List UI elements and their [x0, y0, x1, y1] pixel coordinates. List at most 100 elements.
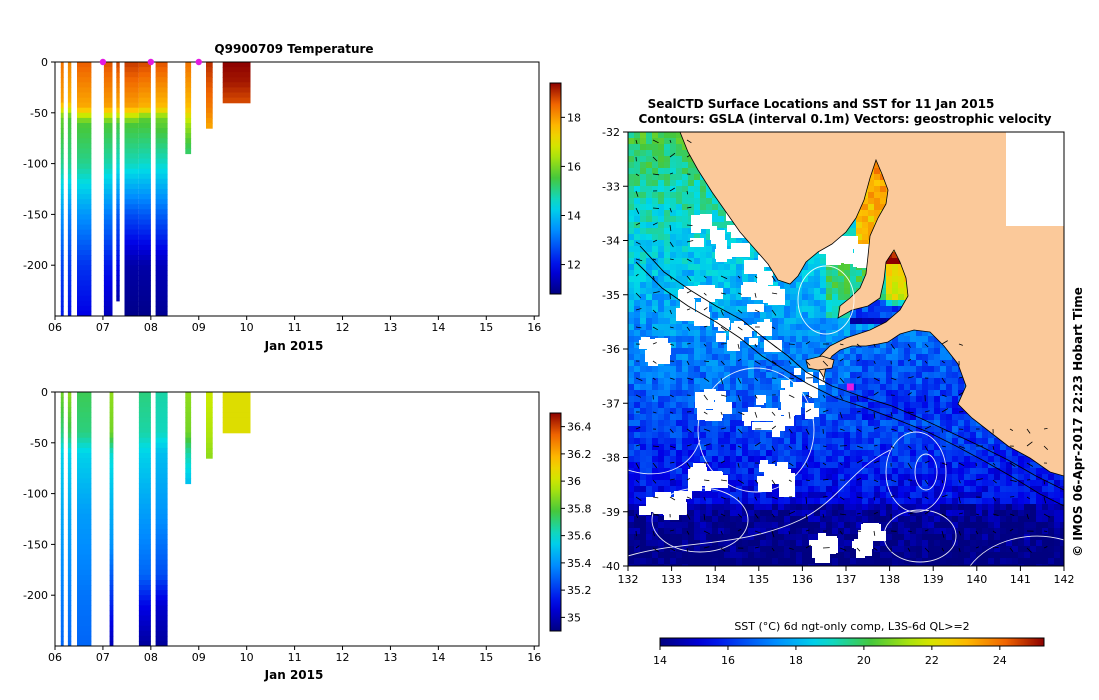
sst-cell	[688, 162, 694, 168]
sst-cell	[868, 204, 874, 210]
sst-cell	[940, 414, 946, 420]
sst-cell	[658, 264, 664, 270]
sst-cell	[958, 516, 964, 522]
profile-cell	[67, 128, 72, 134]
sst-cell	[880, 450, 886, 456]
sst-cell	[934, 372, 940, 378]
sst-cell	[892, 270, 898, 276]
sst-cell	[946, 414, 952, 420]
profile-column	[77, 392, 92, 646]
sst-cell	[814, 564, 820, 566]
sst-cell	[898, 414, 904, 420]
sst-cell	[832, 264, 838, 270]
profile-cell	[60, 615, 64, 622]
sst-cell	[640, 564, 646, 566]
sst-cell	[826, 474, 832, 480]
sst-cell	[850, 222, 856, 228]
sst-cell	[718, 276, 724, 282]
profile-cell	[67, 102, 72, 109]
sst-cell	[640, 456, 646, 462]
sst-cell	[850, 534, 856, 540]
profile-cell	[222, 92, 251, 99]
sst-cell	[880, 342, 886, 348]
sst-cell	[724, 282, 730, 288]
sst-cell	[628, 264, 634, 270]
sst-cell	[664, 480, 670, 486]
sst-cell	[940, 564, 946, 566]
sst-cell	[844, 294, 850, 300]
profile-cell	[138, 265, 151, 271]
profile-cell	[60, 87, 64, 94]
sst-cell	[880, 378, 886, 384]
sst-cell	[766, 552, 772, 558]
profile-cell	[109, 595, 114, 601]
sst-cell	[658, 378, 664, 384]
sst-cell	[862, 504, 868, 510]
sst-cell	[652, 450, 658, 456]
sst-cell	[856, 492, 862, 498]
sst-cell	[958, 564, 964, 566]
sst-cell	[754, 546, 760, 552]
sst-cell	[700, 504, 706, 510]
sst-cell	[718, 216, 724, 222]
sst-cell	[934, 492, 940, 498]
sst-cell	[904, 558, 910, 564]
sst-cell	[808, 552, 814, 558]
sst-cell	[868, 198, 874, 204]
profile-cell	[67, 498, 72, 505]
sst-cell	[646, 420, 652, 426]
sst-cell	[694, 234, 700, 240]
sst-cell	[850, 366, 856, 372]
sst-cell	[676, 228, 682, 234]
sst-cell	[790, 450, 796, 456]
sst-cell	[808, 312, 814, 318]
sst-cell	[736, 306, 742, 312]
profile-cell	[222, 392, 251, 398]
sst-cell	[676, 414, 682, 420]
sst-cell	[886, 450, 892, 456]
sst-cell	[670, 426, 676, 432]
sst-cell	[904, 330, 910, 336]
sst-cell	[886, 426, 892, 432]
sst-cell	[658, 300, 664, 306]
profile-cell	[155, 610, 168, 617]
sst-cell	[652, 480, 658, 486]
profile-cell	[67, 234, 72, 241]
profile-column	[185, 392, 192, 485]
sst-cell	[676, 216, 682, 222]
sst-cell	[826, 318, 832, 324]
profile-cell	[60, 77, 64, 83]
profile-cell	[60, 158, 64, 165]
sst-cell	[724, 336, 730, 342]
profile-cell	[60, 513, 64, 520]
sst-cell	[898, 432, 904, 438]
profile-cell	[138, 615, 151, 622]
sst-cell	[904, 354, 910, 360]
sst-cell	[682, 522, 688, 528]
sst-cell	[928, 414, 934, 420]
sst-cell	[850, 390, 856, 396]
sst-cell	[880, 480, 886, 486]
profile-column	[67, 62, 72, 316]
sst-cell	[820, 282, 826, 288]
sst-cell	[946, 504, 952, 510]
profile-cell	[103, 204, 113, 210]
profile-cell	[67, 138, 72, 144]
sst-cell	[676, 258, 682, 264]
sst-cell	[658, 414, 664, 420]
profile-cell	[67, 270, 72, 276]
sst-cell	[952, 444, 958, 450]
profile-cell	[77, 260, 92, 266]
sst-cell	[856, 270, 862, 276]
sst-cell	[796, 360, 802, 366]
sst-cell	[892, 252, 898, 258]
profile-cell	[60, 62, 64, 68]
sst-cell	[700, 510, 706, 516]
sst-cell	[922, 552, 928, 558]
sst-cell	[856, 306, 862, 312]
profile-cell	[67, 463, 72, 469]
profile-cell	[185, 102, 192, 109]
sst-cell	[844, 408, 850, 414]
sst-cell	[832, 438, 838, 444]
sst-cell	[946, 564, 952, 566]
